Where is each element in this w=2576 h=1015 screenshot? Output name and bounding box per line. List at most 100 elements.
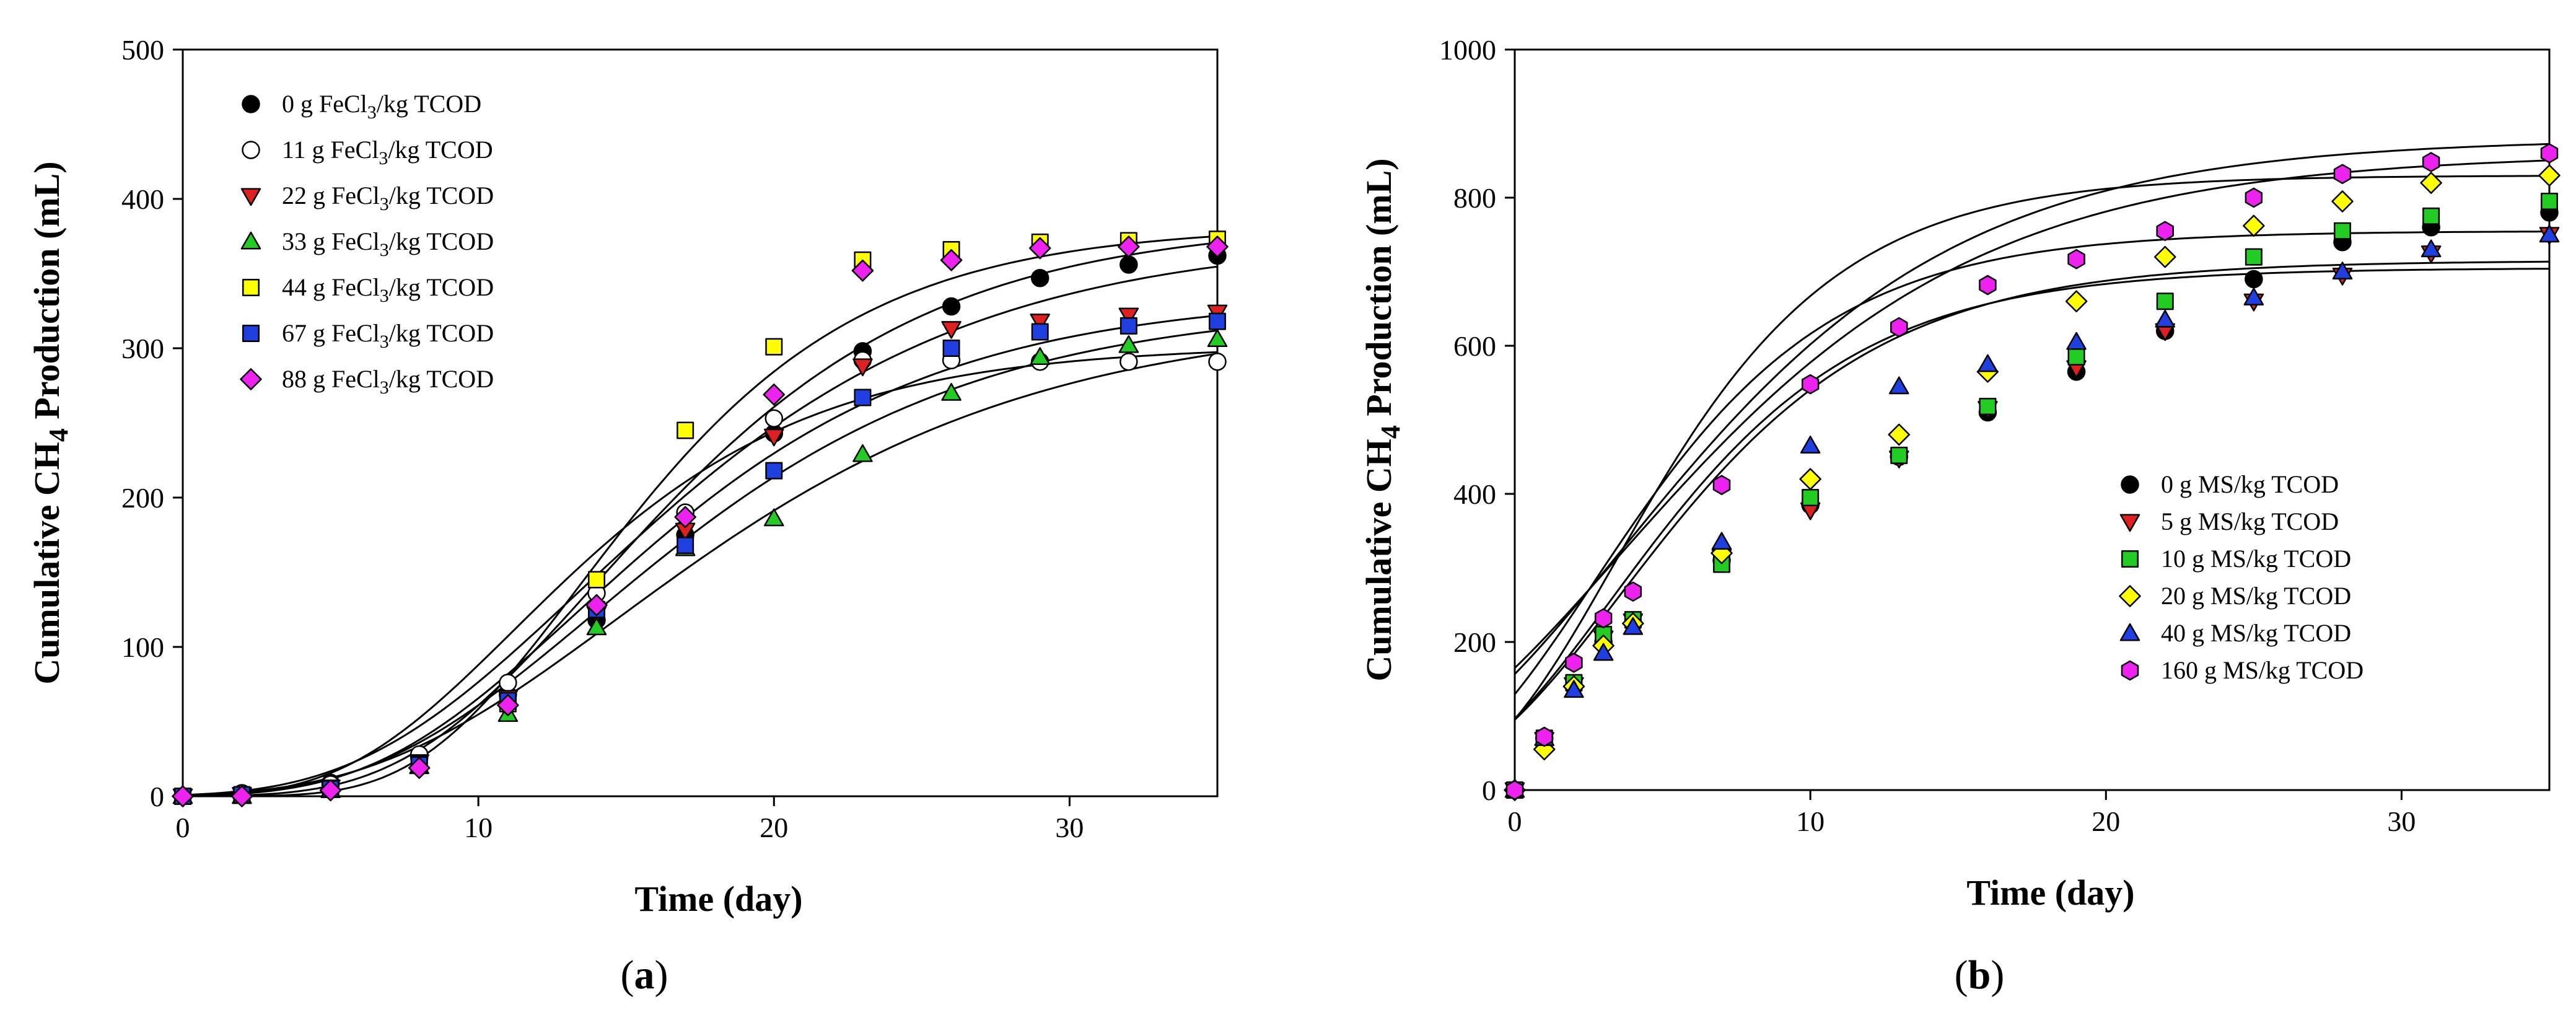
data-point [851, 259, 874, 282]
legend-label: 5 g MS/kg TCOD [2161, 508, 2339, 535]
legend-marker [242, 279, 260, 296]
data-point [940, 249, 963, 271]
legend-marker [240, 231, 261, 250]
legend-label: 160 g MS/kg TCOD [2161, 656, 2364, 684]
legend-marker [240, 368, 262, 390]
data-points [172, 231, 1229, 807]
x-axis-title: Time (day) [634, 879, 802, 919]
legend-label: 11 g FeCl3/kg TCOD [282, 136, 493, 169]
fit-curve [1515, 143, 2549, 675]
y-tick-label: 400 [1453, 478, 1496, 510]
y-tick-label: 0 [1482, 775, 1496, 806]
data-point [1979, 397, 1997, 415]
data-point [1505, 780, 1524, 801]
y-tick-label: 400 [121, 183, 164, 215]
data-point [1564, 680, 1584, 698]
legend-label: 40 g MS/kg TCOD [2161, 619, 2351, 647]
data-point [2066, 332, 2087, 350]
y-axis-title: Cumulative CH4 Production (mL) [27, 161, 74, 684]
data-point [408, 757, 431, 779]
data-point [172, 785, 194, 807]
data-point [1711, 532, 1732, 550]
data-point [1119, 352, 1138, 371]
data-point [2333, 164, 2352, 185]
legend-label: 20 g MS/kg TCOD [2161, 582, 2351, 610]
legend-label: 22 g FeCl3/kg TCOD [282, 182, 494, 214]
plot-frame [182, 48, 1219, 798]
panel-b: 0 10 20 30 0 200 400 600 800 1000 Time (day) Cumula… [1359, 34, 2561, 998]
data-point [497, 694, 519, 716]
data-point [1623, 617, 1644, 635]
data-point [941, 321, 962, 339]
data-point [2245, 270, 2263, 289]
x-tick-label: 20 [760, 812, 788, 843]
legend-marker [2121, 550, 2139, 568]
y-tick-label: 800 [1453, 182, 1496, 214]
data-point [586, 617, 607, 636]
y-tick-label: 100 [121, 631, 164, 663]
legend-marker [2121, 660, 2139, 681]
data-point [942, 340, 960, 357]
y-tick-label: 1000 [1439, 34, 1496, 66]
data-point [764, 428, 784, 447]
data-point [852, 444, 873, 462]
y-tick-label: 200 [121, 482, 164, 514]
legend-marker [240, 188, 261, 206]
data-point [764, 508, 784, 527]
data-point [2156, 221, 2174, 242]
data-point [588, 571, 605, 589]
y-tick-label: 200 [1453, 626, 1496, 658]
data-point [1030, 347, 1050, 365]
data-point [765, 338, 783, 356]
data-point [942, 297, 961, 316]
data-point [2538, 164, 2561, 187]
data-point [852, 358, 873, 377]
fit-curve [1515, 159, 2549, 669]
data-point [1535, 726, 1553, 747]
data-point [1119, 317, 1137, 335]
data-point [1594, 608, 1613, 629]
data-point [854, 389, 872, 406]
data-point [1712, 475, 1731, 495]
data-point [677, 537, 694, 555]
data-point [1802, 488, 1820, 506]
data-point [2420, 172, 2442, 194]
legend-label: 88 g FeCl3/kg TCOD [282, 365, 494, 398]
fit-curve [183, 351, 1217, 796]
data-point [1799, 468, 1821, 490]
data-point [1624, 581, 1642, 602]
legend-marker [242, 325, 260, 342]
legend: 0 g MS/kg TCOD 5 g MS/kg TCOD 10 g MS/kg T… [2119, 470, 2364, 684]
data-point [765, 462, 783, 480]
data-point [763, 383, 786, 406]
legend-label: 0 g FeCl3/kg TCOD [282, 90, 481, 123]
data-point [2065, 290, 2088, 313]
data-point [1030, 268, 1049, 288]
data-point [677, 421, 694, 439]
legend-marker [2119, 585, 2141, 607]
data-point [1209, 312, 1226, 330]
legend-label: 67 g FeCl3/kg TCOD [282, 319, 494, 352]
data-point [2332, 261, 2353, 279]
data-point [2334, 222, 2351, 240]
data-point [2539, 224, 2560, 243]
data-point [1119, 255, 1138, 274]
data-point [2541, 192, 2558, 210]
legend-marker [2119, 514, 2140, 532]
data-point [1118, 335, 1139, 353]
data-point [1206, 235, 1229, 258]
data-point [1800, 436, 1821, 454]
x-tick-label: 30 [2387, 806, 2416, 837]
data-point [1979, 275, 1997, 296]
data-point [1890, 317, 1908, 338]
data-point [674, 506, 696, 529]
data-point [1593, 643, 1614, 661]
data-point [499, 674, 517, 692]
data-point [1118, 307, 1139, 326]
data-point [1888, 423, 1911, 446]
y-tick-label: 600 [1453, 330, 1496, 362]
y-axis-title: Cumulative CH4 Production (mL) [1359, 158, 1406, 681]
fit-curve [183, 353, 1217, 796]
panel-label: (a) [621, 952, 668, 998]
